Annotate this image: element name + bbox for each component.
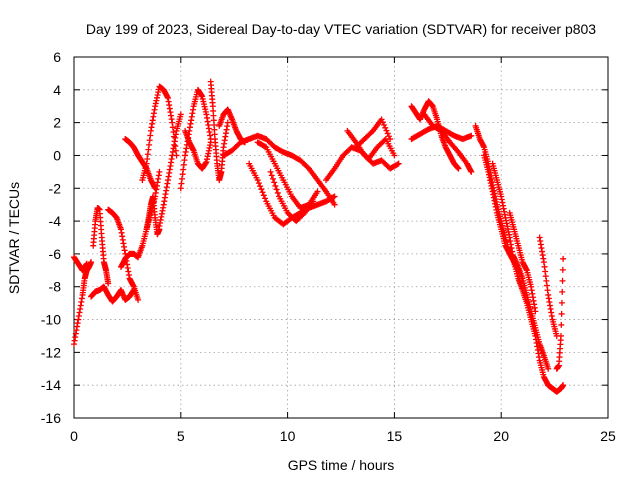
series-sat-u (352, 116, 394, 151)
series-sat-h (139, 83, 180, 184)
y-tick-label: -4 (49, 213, 62, 229)
x-tick-label: 25 (600, 428, 616, 444)
data-point (152, 185, 159, 192)
data-point (558, 310, 565, 317)
x-tick-label: 15 (387, 428, 403, 444)
data-point (384, 130, 391, 137)
data-point (558, 299, 565, 306)
x-axis-label: GPS time / hours (288, 457, 395, 473)
data-point (558, 321, 565, 328)
data-point (156, 168, 163, 175)
data-point (272, 182, 279, 189)
data-marks (71, 78, 567, 395)
data-point (273, 186, 280, 193)
y-axis-label: SDTVAR / TECUs (6, 182, 22, 294)
y-tick-label: 4 (53, 82, 61, 98)
x-tick-label: 20 (493, 428, 509, 444)
y-tick-label: -12 (41, 344, 61, 360)
series-sat-ad (553, 255, 567, 372)
data-point (532, 308, 539, 315)
y-tick-label: -16 (41, 410, 61, 426)
data-point (105, 280, 112, 287)
data-point (560, 255, 567, 262)
data-point (382, 124, 389, 131)
data-point (255, 180, 262, 187)
data-point (559, 266, 566, 273)
x-tick-labels: 0 5 10 15 20 25 (70, 428, 616, 444)
data-point (560, 382, 567, 389)
x-tick-label: 5 (177, 428, 185, 444)
data-point (224, 119, 231, 126)
chart-title: Day 199 of 2023, Sidereal Day-to-day VTE… (86, 21, 596, 37)
data-point (395, 160, 402, 167)
y-tick-label: 0 (53, 147, 61, 163)
series-sat-ab (506, 209, 539, 315)
series-sat-l (182, 127, 214, 172)
data-point (379, 119, 386, 126)
series-sat-t (344, 127, 402, 172)
y-tick-label: -6 (49, 246, 62, 262)
series-sat-x (421, 111, 475, 175)
data-point (468, 132, 475, 139)
data-point (559, 277, 566, 284)
y-tick-label: -2 (49, 180, 62, 196)
y-tick-label: -14 (41, 377, 61, 393)
data-point (314, 188, 321, 195)
data-point (387, 136, 394, 143)
data-point (274, 189, 281, 196)
data-point (259, 189, 266, 196)
data-point (254, 177, 261, 184)
data-point (394, 161, 401, 168)
data-point (262, 143, 269, 150)
series-sat-ac (536, 234, 560, 339)
data-point (267, 168, 274, 175)
data-point (383, 127, 390, 134)
x-tick-label: 0 (70, 428, 78, 444)
series-sat-ae (545, 382, 567, 395)
data-point (385, 133, 392, 140)
y-tick-labels: -16 -14 -12 -10 -8 -6 -4 -2 0 2 4 6 (41, 49, 61, 426)
series-sat-i (143, 193, 163, 238)
data-point (468, 168, 475, 175)
series-sat-b (71, 254, 90, 274)
data-point (310, 198, 317, 205)
y-tick-label: -10 (41, 312, 61, 328)
data-point (88, 259, 95, 266)
data-point (558, 332, 565, 339)
data-point (331, 193, 338, 200)
data-point (262, 195, 269, 202)
data-point (331, 201, 338, 208)
y-tick-label: -8 (49, 279, 62, 295)
series-sat-j (156, 111, 184, 230)
data-point (378, 116, 385, 123)
data-point (268, 172, 275, 179)
data-point (455, 165, 462, 172)
data-point (330, 194, 337, 201)
data-point (271, 179, 278, 186)
data-point (559, 288, 566, 295)
series-sat-r (267, 168, 317, 225)
data-point (381, 121, 388, 128)
data-point (177, 111, 184, 118)
data-point (269, 175, 276, 182)
data-point (135, 296, 142, 303)
series-sat-o (220, 132, 338, 208)
x-tick-label: 10 (280, 428, 296, 444)
data-point (391, 152, 398, 159)
series-sat-k (177, 86, 214, 192)
plot-frame (73, 56, 609, 419)
data-point (83, 260, 90, 267)
series-sat-c (88, 283, 137, 305)
data-point (257, 183, 264, 190)
series-sat-s (323, 136, 398, 184)
y-tick-label: 6 (53, 49, 61, 65)
series-sat-d (90, 204, 112, 287)
data-point (545, 365, 552, 372)
series-sat-m (207, 78, 231, 184)
data-point (260, 192, 267, 199)
data-point (258, 186, 265, 193)
y-tick-label: 2 (53, 115, 61, 131)
